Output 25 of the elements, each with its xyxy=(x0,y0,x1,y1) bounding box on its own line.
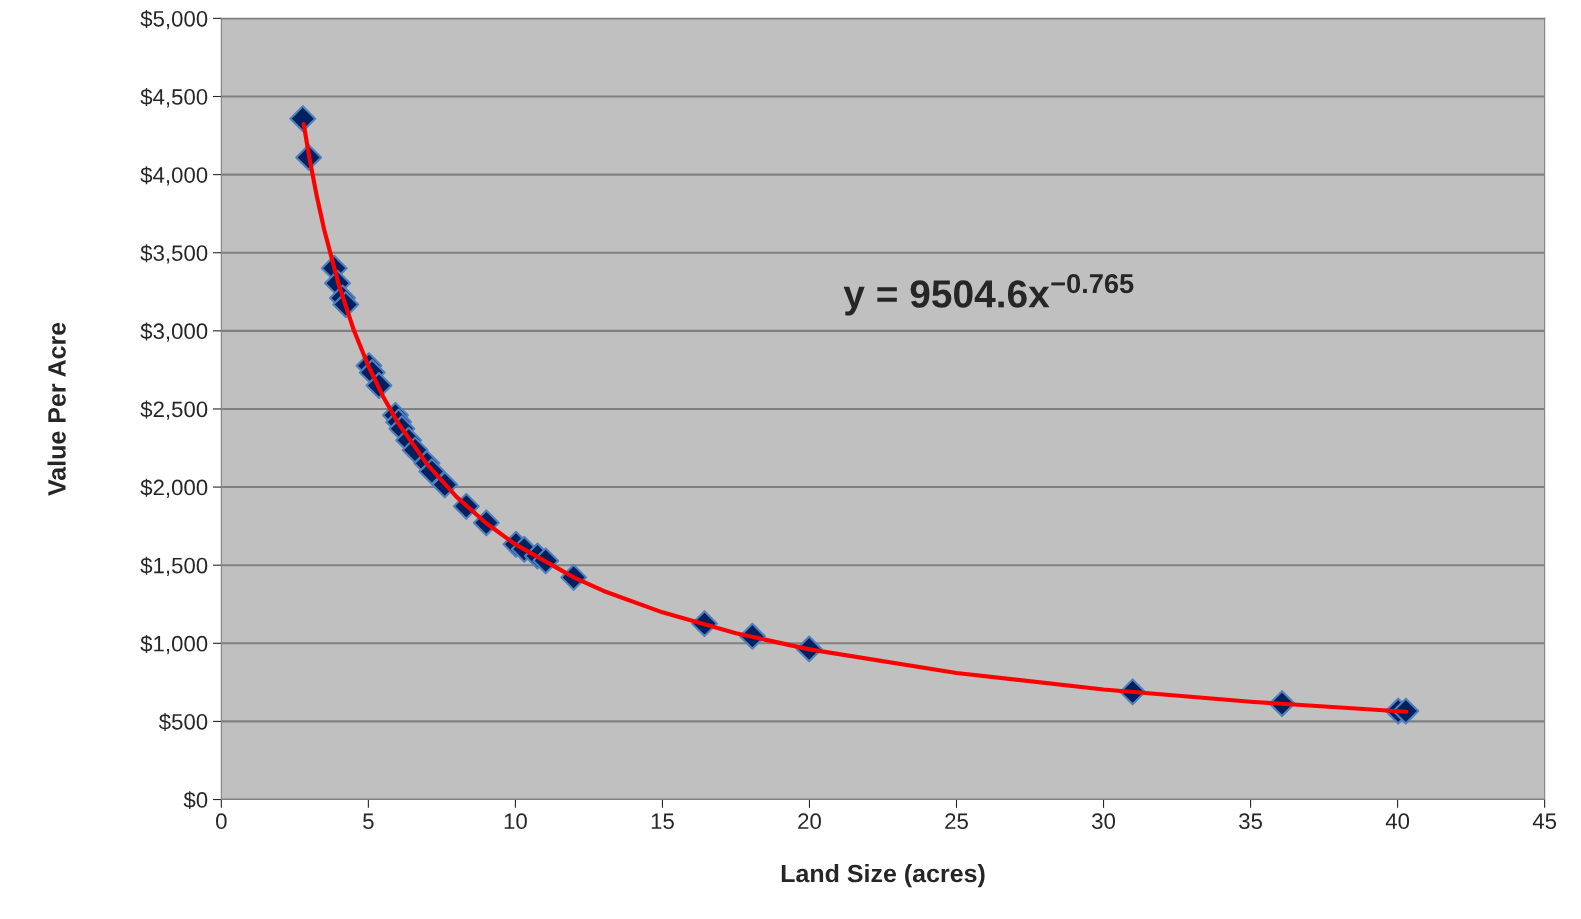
x-tick-label: 45 xyxy=(1532,813,1557,830)
x-tick-label: 5 xyxy=(363,813,374,830)
y-axis-title: Value Per Acre xyxy=(47,322,66,496)
y-tick-label: $4,500 xyxy=(140,88,208,108)
y-tick-label: $0 xyxy=(183,791,208,810)
x-tick-label: 20 xyxy=(798,813,821,830)
x-tick-label: 0 xyxy=(216,813,227,830)
y-tick-label: $1,000 xyxy=(140,634,208,655)
x-tick-label: 40 xyxy=(1385,813,1410,830)
y-tick-label: $4,000 xyxy=(140,166,208,186)
point xyxy=(289,105,317,133)
x-tick-label: 35 xyxy=(1239,813,1262,830)
annotation: y = 9504.6x$^{−0.765}$ xyxy=(843,273,1134,316)
x-tick-label: 30 xyxy=(1092,813,1116,830)
y-tick-label: $5,000 xyxy=(140,9,208,30)
x-tick-label: 25 xyxy=(945,813,968,830)
y-tick-label: $2,500 xyxy=(140,400,208,420)
x-tick-label: 15 xyxy=(651,813,674,830)
y-tick-label: $2,000 xyxy=(140,478,208,498)
y-tick-label: $500 xyxy=(158,713,208,732)
y-tick-label: $1,500 xyxy=(140,556,208,577)
y-tick-label: $3,000 xyxy=(140,322,208,342)
y-tick-label: $3,500 xyxy=(140,244,208,264)
x-axis-title: Land Size (acres) xyxy=(781,864,985,888)
x-tick-label: 10 xyxy=(504,813,527,830)
